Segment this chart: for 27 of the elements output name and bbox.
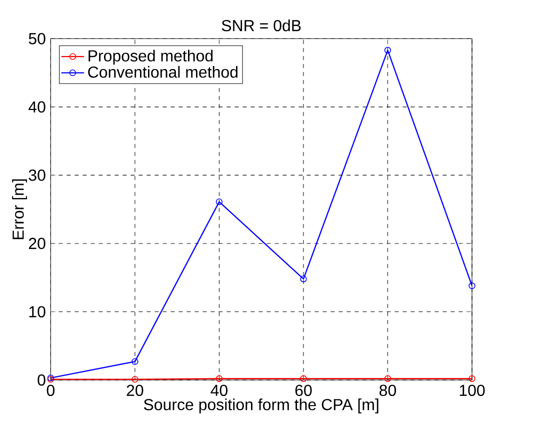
y-tick-label: 10 (29, 306, 46, 318)
y-axis-title: Error [m] (12, 180, 28, 240)
point (384, 47, 392, 54)
point (132, 376, 138, 383)
y-tick-label: 0 (38, 374, 46, 386)
point (384, 375, 392, 382)
point (468, 282, 476, 290)
chart-title: SNR = 0dB (222, 20, 301, 32)
y-tick-label: 40 (28, 101, 46, 113)
x-tick-label: 0 (46, 384, 54, 396)
x-tick-label: 40 (210, 384, 228, 396)
y-tick-label: 30 (28, 170, 46, 182)
legend-label: Conventional method (88, 66, 238, 78)
x-tick-label: 80 (380, 384, 396, 396)
y-tick-label: 50 (28, 33, 46, 44)
y-tick-label: 20 (28, 238, 46, 250)
x-axis-title: Source position form the CPA [m] (144, 398, 378, 414)
x-tick-label: 20 (126, 384, 144, 396)
point (132, 358, 138, 366)
point (468, 375, 476, 382)
point (216, 375, 223, 382)
x-tick-label: 100 (460, 384, 485, 396)
point (300, 276, 307, 282)
x-tick-label: 60 (295, 384, 312, 396)
point (300, 375, 307, 382)
point (216, 198, 223, 206)
legend-label: Proposed method (88, 50, 213, 65)
